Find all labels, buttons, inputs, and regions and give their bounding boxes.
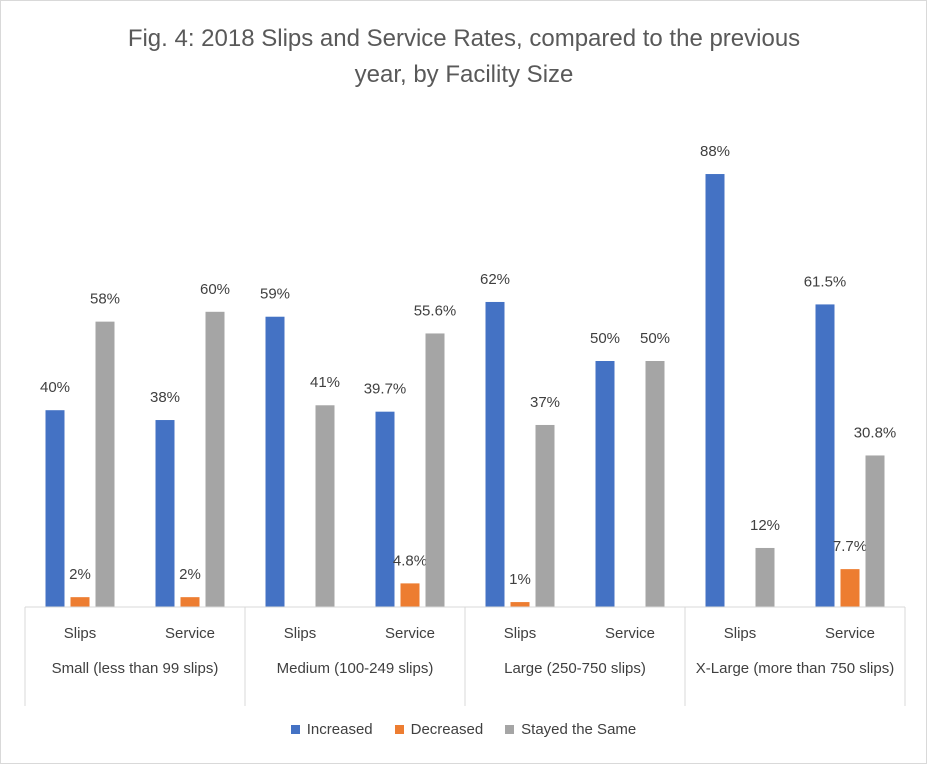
x-tick-label: Service xyxy=(165,625,215,642)
data-label: 50% xyxy=(640,330,670,347)
data-label: 30.8% xyxy=(854,424,897,441)
data-label: 88% xyxy=(700,143,730,160)
data-label: 2% xyxy=(179,566,201,583)
group-label-box: Medium (100-249 slips) xyxy=(276,660,434,677)
data-label: 50% xyxy=(590,330,620,347)
bar xyxy=(535,424,555,607)
group-label-box: Large (250-750 slips) xyxy=(504,660,646,677)
group-label: Small (less than 99 slips) xyxy=(51,660,219,677)
data-label: 41% xyxy=(310,374,340,391)
x-tick-label: Slips xyxy=(284,625,317,642)
bar xyxy=(755,547,775,607)
bar xyxy=(865,455,885,607)
data-label: 2% xyxy=(69,566,91,583)
bar xyxy=(840,569,860,607)
bar xyxy=(595,361,615,607)
data-label: 58% xyxy=(90,291,120,308)
data-label: 38% xyxy=(150,389,180,406)
data-label: 40% xyxy=(40,379,70,396)
bar xyxy=(485,301,505,607)
group-label: X-Large (more than 750 slips) xyxy=(695,660,895,677)
data-label: 61.5% xyxy=(804,273,847,290)
group-label-box: Small (less than 99 slips) xyxy=(51,660,219,677)
legend: Increased Decreased Stayed the Same xyxy=(1,721,926,738)
chart-title: Fig. 4: 2018 Slips and Service Rates, co… xyxy=(127,25,801,88)
legend-item: Decreased xyxy=(394,721,484,738)
x-tick-label: Service xyxy=(605,625,655,642)
data-label: 60% xyxy=(200,281,230,298)
data-label: 4.8% xyxy=(393,552,427,569)
bar xyxy=(375,411,395,607)
legend-swatch xyxy=(290,725,300,734)
legend-swatch xyxy=(505,725,515,734)
bar xyxy=(645,361,665,607)
legend-item: Increased xyxy=(290,721,373,738)
x-tick-label: Slips xyxy=(64,625,97,642)
legend-label: Stayed the Same xyxy=(521,721,637,738)
group-label: Large (250-750 slips) xyxy=(504,660,646,677)
group-label-box: X-Large (more than 750 slips) xyxy=(695,660,895,677)
bar xyxy=(815,304,835,607)
data-label: 55.6% xyxy=(414,302,457,319)
data-label: 1% xyxy=(509,571,531,588)
bar xyxy=(155,420,175,607)
x-tick-label: Slips xyxy=(504,625,537,642)
legend-label: Increased xyxy=(306,721,373,738)
group-label: Medium (100-249 slips) xyxy=(276,660,434,677)
legend-label: Decreased xyxy=(410,721,484,738)
x-tick-label: Service xyxy=(385,625,435,642)
bar xyxy=(425,333,445,607)
x-tick-label: Slips xyxy=(724,625,757,642)
data-label: 59% xyxy=(260,286,290,303)
legend-item: Stayed the Same xyxy=(505,721,636,738)
x-tick-label: Service xyxy=(825,625,875,642)
bar xyxy=(510,602,530,607)
data-label: 39.7% xyxy=(364,381,407,398)
bar xyxy=(400,583,420,607)
data-label: 12% xyxy=(750,517,780,534)
bar xyxy=(70,597,90,607)
bar xyxy=(180,597,200,607)
data-label: 37% xyxy=(530,394,560,411)
bar xyxy=(705,174,725,608)
data-label: 62% xyxy=(480,271,510,288)
bar xyxy=(45,410,65,607)
data-label: 7.7% xyxy=(833,538,867,555)
bar xyxy=(205,311,225,607)
bar xyxy=(265,316,285,607)
bar xyxy=(95,321,115,607)
legend-swatch xyxy=(394,725,404,734)
bar xyxy=(315,405,335,607)
